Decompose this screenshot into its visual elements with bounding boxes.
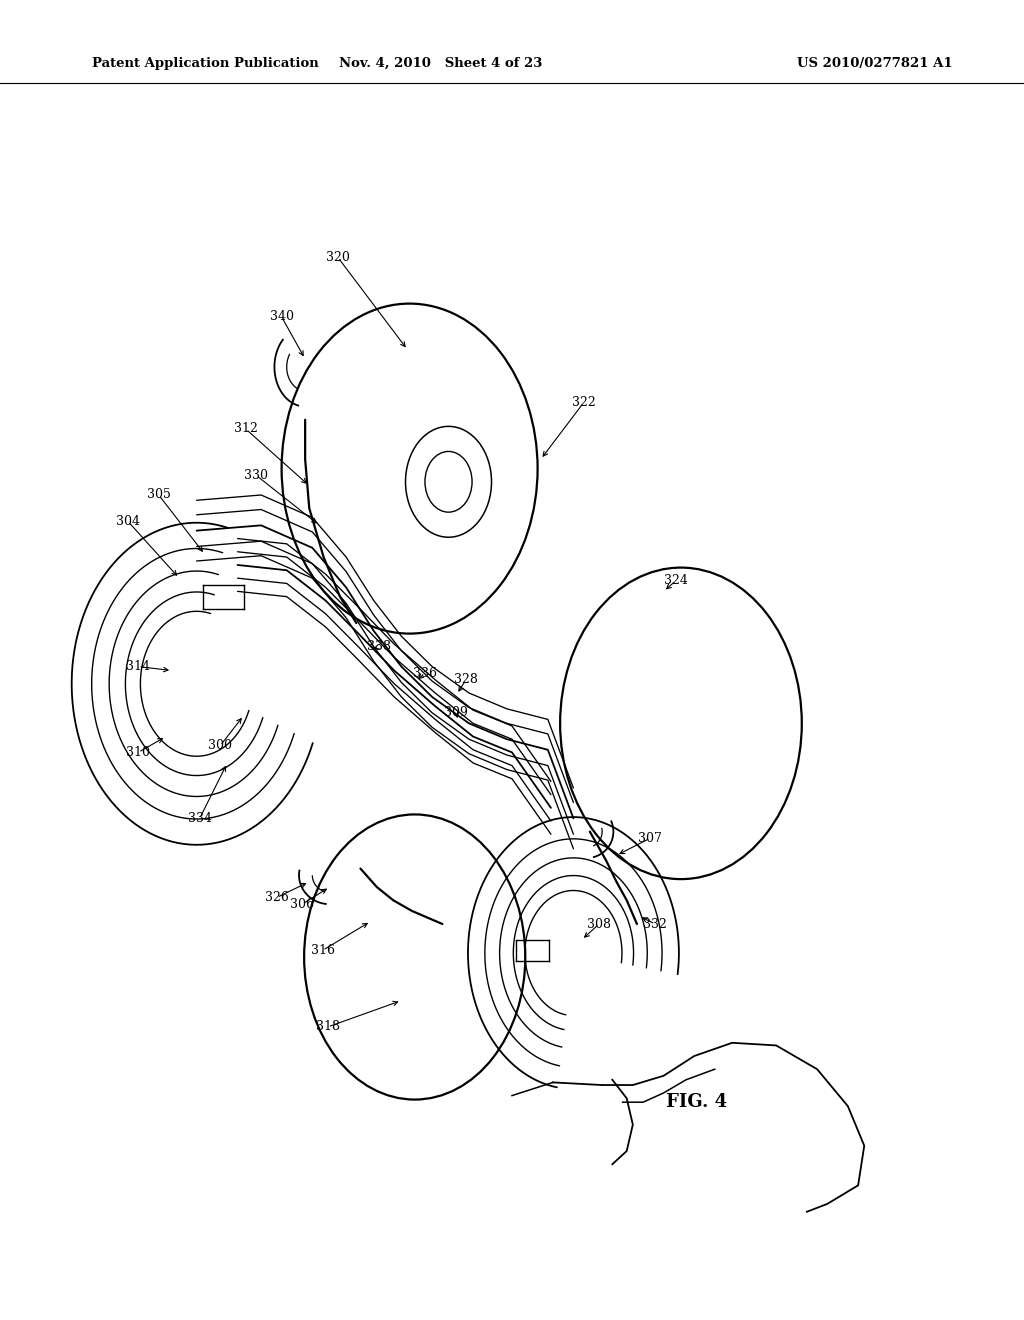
Text: 300: 300 <box>208 739 232 752</box>
Text: Patent Application Publication: Patent Application Publication <box>92 57 318 70</box>
Text: 320: 320 <box>326 251 350 264</box>
Text: 304: 304 <box>116 515 140 528</box>
Text: Nov. 4, 2010   Sheet 4 of 23: Nov. 4, 2010 Sheet 4 of 23 <box>339 57 542 70</box>
Text: 332: 332 <box>643 917 668 931</box>
Text: 336: 336 <box>413 667 437 680</box>
Text: 314: 314 <box>126 660 151 673</box>
Text: 307: 307 <box>638 832 663 845</box>
Text: 308: 308 <box>587 917 611 931</box>
Text: 316: 316 <box>310 944 335 957</box>
Text: US 2010/0277821 A1: US 2010/0277821 A1 <box>797 57 952 70</box>
Text: 330: 330 <box>244 469 268 482</box>
Text: 338: 338 <box>367 640 391 653</box>
Text: 312: 312 <box>233 422 258 436</box>
Text: 326: 326 <box>264 891 289 904</box>
Text: 334: 334 <box>187 812 212 825</box>
Text: 340: 340 <box>269 310 294 323</box>
Text: 318: 318 <box>315 1020 340 1034</box>
Text: 306: 306 <box>290 898 314 911</box>
Text: 328: 328 <box>454 673 478 686</box>
Text: 322: 322 <box>571 396 596 409</box>
Text: FIG. 4: FIG. 4 <box>666 1093 727 1111</box>
Text: 309: 309 <box>443 706 468 719</box>
Text: 310: 310 <box>126 746 151 759</box>
Text: 305: 305 <box>146 488 171 502</box>
Text: 324: 324 <box>664 574 688 587</box>
